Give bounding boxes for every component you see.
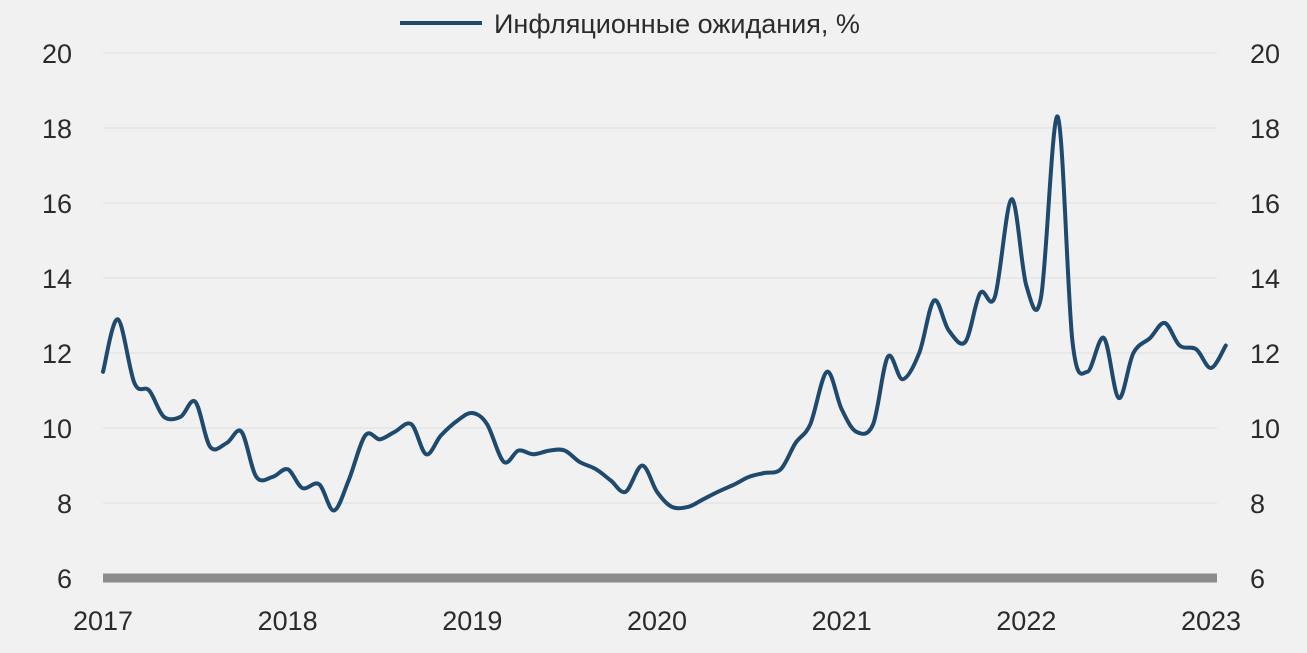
y-axis-left-ticks: 6 8 10 12 14 16 18 20: [42, 39, 72, 594]
x-tick-label: 2022: [996, 606, 1056, 636]
y-tick-label-right: 18: [1250, 114, 1280, 144]
y-tick-label-left: 12: [42, 339, 72, 369]
y-tick-label-left: 6: [57, 564, 72, 594]
x-tick-label: 2018: [258, 606, 318, 636]
x-tick-label: 2020: [627, 606, 687, 636]
x-tick-label: 2023: [1181, 606, 1241, 636]
y-tick-label-right: 8: [1250, 489, 1265, 519]
y-tick-label-right: 10: [1250, 414, 1280, 444]
y-tick-label-right: 16: [1250, 189, 1280, 219]
x-tick-label: 2017: [73, 606, 133, 636]
y-tick-label-left: 14: [42, 264, 72, 294]
y-tick-label-right: 14: [1250, 264, 1280, 294]
y-axis-right-ticks: 6 8 10 12 14 16 18 20: [1250, 39, 1280, 594]
x-tick-label: 2021: [812, 606, 872, 636]
y-tick-label-left: 18: [42, 114, 72, 144]
y-tick-label-right: 12: [1250, 339, 1280, 369]
legend-label: Инфляционные ожидания, %: [494, 9, 860, 39]
y-tick-label-left: 8: [57, 489, 72, 519]
gridlines: [103, 52, 1217, 504]
x-axis-ticks: 2017 2018 2019 2020 2021 2022 2023: [73, 606, 1241, 636]
series-line-inflation-expectations: [101, 114, 1228, 513]
y-tick-label-left: 20: [42, 39, 72, 69]
legend: Инфляционные ожидания, %: [400, 9, 860, 39]
y-tick-label-right: 20: [1250, 39, 1280, 69]
x-tick-label: 2019: [442, 606, 502, 636]
series-layer: [101, 114, 1228, 513]
y-tick-label-left: 16: [42, 189, 72, 219]
y-tick-label-left: 10: [42, 414, 72, 444]
y-tick-label-right: 6: [1250, 564, 1265, 594]
